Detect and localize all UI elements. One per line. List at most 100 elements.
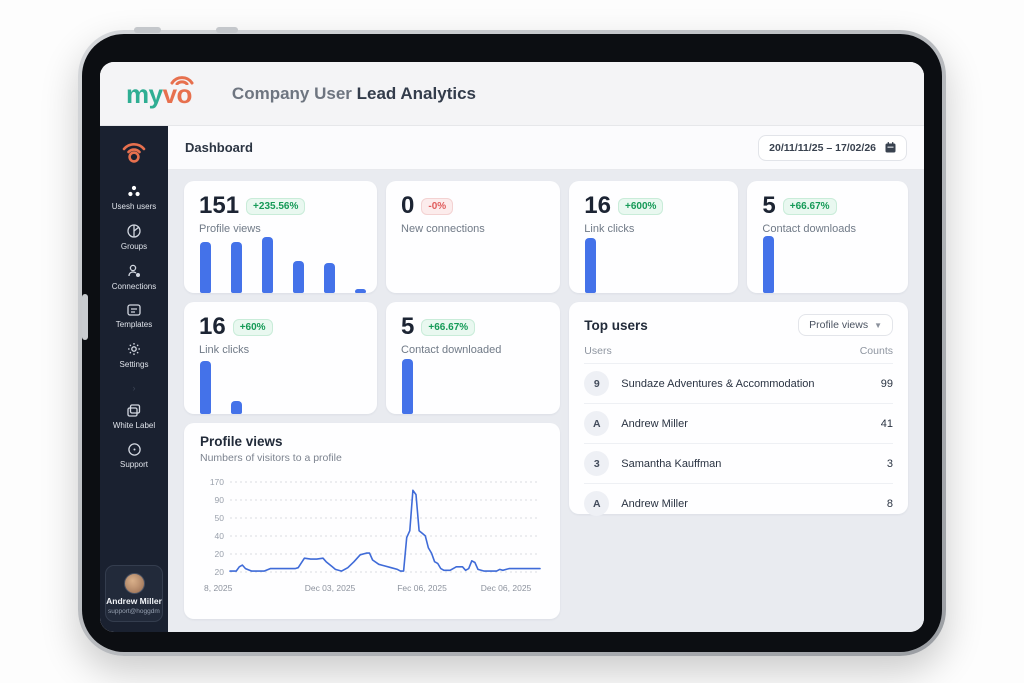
avatar: A	[584, 491, 610, 516]
tablet-device: myvo Company User Lead Analytics	[78, 27, 946, 656]
svg-text:Fec 06, 2025: Fec 06, 2025	[397, 583, 447, 593]
svg-text:170: 170	[210, 477, 224, 487]
avatar	[123, 573, 145, 594]
app-header: myvo Company User Lead Analytics	[100, 62, 924, 126]
mini-bar-chart	[200, 356, 367, 414]
mini-bar	[585, 237, 597, 293]
svg-text:Dec 03, 2025: Dec 03, 2025	[305, 583, 356, 593]
page-title: Company User Lead Analytics	[232, 84, 476, 104]
sidebar-item-connections[interactable]: Connections	[112, 263, 156, 291]
stat-card-profile-views: 151 +235.56% Profile views	[184, 181, 378, 293]
wifi-arcs-icon	[170, 75, 194, 85]
stat-label: Link clicks	[584, 223, 635, 235]
groups-icon	[127, 224, 141, 238]
mini-bar-chart	[402, 235, 550, 293]
profile-name: Andrew Miller	[106, 596, 162, 606]
col-header-counts: Counts	[859, 345, 893, 357]
stat-card-contact-downloads: 5 +66.67% Contact downloads	[747, 181, 908, 293]
svg-text:8, 2025: 8, 2025	[204, 583, 233, 593]
date-range-text: 20/11/11/25 – 17/02/26	[769, 141, 876, 154]
page-title-prefix: Company User	[231, 83, 357, 103]
chevron-down-icon: ▼	[874, 320, 882, 330]
stat-value: 151	[199, 192, 240, 219]
svg-text:20: 20	[215, 549, 225, 559]
top-user-row[interactable]: A Andrew Miller 41	[584, 404, 893, 444]
top-user-row[interactable]: 3 Samantha Kauffman 3	[584, 444, 893, 484]
date-range-picker[interactable]: 20/11/11/25 – 17/02/26	[758, 134, 907, 161]
sidebar-item-users[interactable]: Usesh users	[112, 184, 156, 211]
svg-text:20: 20	[215, 567, 225, 577]
stat-value: 5	[401, 313, 415, 340]
sidebar-item-white-label[interactable]: White Label	[113, 403, 155, 430]
col-header-users: Users	[584, 345, 612, 357]
sidebar-item-label: Groups	[120, 242, 148, 251]
avatar: A	[584, 411, 610, 436]
user-name: Sundaze Adventures & Accommodation	[621, 377, 815, 390]
stat-label: Link clicks	[199, 344, 250, 356]
user-count: 3	[886, 457, 893, 470]
mini-bar	[293, 260, 304, 293]
myvo-logo: myvo	[126, 75, 194, 109]
sidebar-item-settings[interactable]: Settings	[119, 341, 149, 369]
stat-label: New connections	[401, 223, 485, 235]
mini-bar	[763, 236, 775, 293]
avatar: 3	[584, 451, 610, 476]
users-icon	[128, 185, 140, 197]
profile-email: support@hoggdmig	[108, 608, 160, 615]
connections-icon	[128, 264, 140, 277]
sidebar-item-label: White Label	[112, 421, 156, 430]
mini-bar	[355, 288, 366, 293]
mini-bar	[231, 401, 242, 414]
user-name: Andrew Miller	[621, 497, 688, 510]
dashboard-grid: 151 +235.56% Profile views 0 -0% New	[168, 170, 924, 632]
sidebar-profile-card[interactable]: Andrew Miller support@hoggdmig	[105, 565, 163, 622]
stat-delta-badge: -0%	[421, 197, 454, 215]
stat-label: Profile views	[199, 223, 261, 235]
stat-delta-badge: +235.56%	[246, 197, 306, 215]
logo-text-vo: vo	[162, 78, 193, 109]
sidebar-item-templates[interactable]: Templates	[116, 303, 152, 329]
stat-card-link-clicks: 16 +600% Link clicks	[569, 181, 739, 293]
mini-bar	[262, 237, 273, 293]
sidebar-item-groups[interactable]: Groups	[121, 223, 147, 251]
sidebar-item-label: Templates	[115, 320, 153, 329]
dashboard-bar: Dashboard 20/11/11/25 – 17/02/26	[168, 126, 924, 170]
calendar-icon	[885, 142, 896, 153]
user-count: 8	[886, 497, 893, 510]
mini-bar	[402, 358, 414, 414]
top-user-row[interactable]: 9 Sundaze Adventures & Accommodation 99	[584, 364, 893, 404]
sidebar-item-label: Usesh users	[111, 202, 157, 211]
stat-card-new-connections: 0 -0% New connections	[386, 181, 561, 293]
sidebar-item-label: Support	[119, 460, 149, 469]
sidebar-item-label: Settings	[119, 360, 149, 369]
chart-title: Profile views	[200, 434, 283, 449]
stat-card-contact-downloaded: 5 +66.67% Contact downloaded	[386, 302, 561, 414]
user-name: Andrew Miller	[621, 417, 688, 430]
chart-subtitle: Numbers of visitors to a profile	[200, 452, 342, 464]
gear-icon	[128, 343, 140, 355]
sidebar-logo-icon	[120, 139, 148, 168]
top-user-row[interactable]: A Andrew Miller 8	[584, 484, 893, 523]
profile-views-chart-card: Profile views Numbers of visitors to a p…	[184, 423, 561, 619]
top-users-filter-dropdown[interactable]: Profile views ▼	[798, 314, 893, 336]
sidebar-item-support[interactable]: Support	[120, 442, 148, 469]
sidebar-item-label: Connections	[111, 282, 157, 291]
support-icon	[127, 443, 141, 456]
top-users-title: Top users	[584, 317, 648, 333]
stat-value: 5	[762, 192, 776, 219]
stat-delta-badge: +600%	[617, 197, 664, 215]
dashboard-title: Dashboard	[185, 140, 253, 155]
templates-icon	[127, 304, 141, 316]
stat-label: Contact downloaded	[401, 344, 502, 356]
svg-text:50: 50	[215, 513, 225, 523]
logo-text-my: my	[126, 78, 163, 109]
user-count: 99	[880, 377, 893, 390]
mini-bar-chart	[763, 235, 898, 293]
stat-delta-badge: +66.67%	[421, 318, 476, 336]
stat-delta-badge: +66.67%	[782, 197, 837, 215]
chevron-right-icon[interactable]: ›	[132, 383, 136, 393]
stat-delta-badge: +60%	[232, 318, 273, 336]
sidebar: Usesh users Groups Connections	[100, 126, 168, 632]
white-label-icon	[127, 404, 141, 417]
stat-value: 16	[199, 313, 226, 340]
